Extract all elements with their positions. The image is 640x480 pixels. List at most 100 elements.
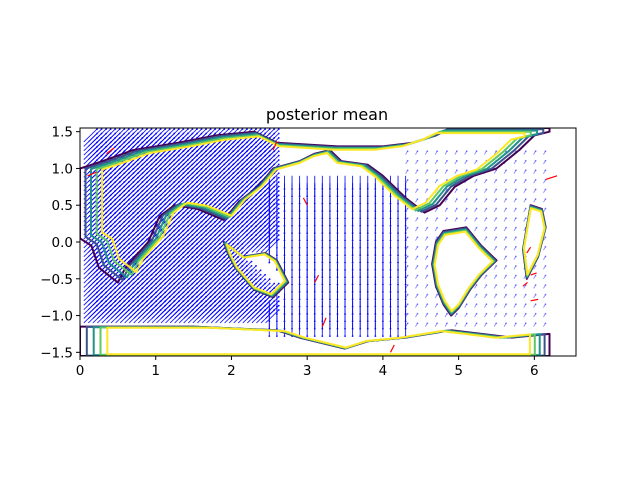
quiver-arrowhead	[374, 232, 377, 235]
quiver-arrowhead	[495, 265, 498, 267]
quiver-arrowhead	[397, 246, 399, 249]
quiver-arrowhead	[328, 283, 331, 286]
quiver-arrowhead	[374, 261, 377, 264]
quiver-arrowhead	[328, 232, 331, 235]
quiver-arrowhead	[465, 169, 468, 172]
quiver-arrowhead	[426, 303, 429, 306]
quiver-arrowhead	[406, 226, 409, 229]
quiver-arrowhead	[436, 178, 439, 181]
quiver-arrowhead	[397, 298, 399, 301]
quiver-arrowhead	[416, 303, 419, 306]
y-tick-label: −1.5	[40, 345, 73, 361]
quiver-arrowhead	[397, 261, 399, 264]
quiver-arrowhead	[475, 303, 478, 306]
quiver-arrowhead	[397, 335, 399, 338]
quiver-arrowhead	[141, 128, 144, 131]
quiver-arrowhead	[283, 217, 286, 220]
quiver-arrowhead	[328, 276, 331, 279]
quiver-arrowhead	[436, 303, 439, 306]
quiver-arrowhead	[283, 246, 286, 249]
quiver-arrowhead	[515, 188, 517, 191]
quiver-arrowhead	[524, 169, 527, 172]
quiver-arrowhead	[191, 128, 194, 131]
quiver-arrowhead	[446, 207, 448, 210]
quiver-arrowhead	[359, 210, 362, 213]
quiver-arrowhead	[397, 269, 399, 271]
quiver-arrowhead	[344, 320, 346, 323]
quiver-arrowhead	[485, 207, 488, 210]
quiver-arrowhead	[298, 283, 301, 286]
quiver-arrowhead	[359, 327, 362, 330]
quiver-arrowhead	[313, 232, 316, 235]
quiver-arrowhead	[475, 178, 478, 181]
quiver-arrowhead	[406, 188, 409, 191]
x-tick-label: 6	[530, 363, 539, 379]
quiver-arrowhead	[389, 291, 392, 293]
quiver-arrowhead	[313, 195, 316, 198]
quiver-arrowhead	[275, 246, 278, 249]
quiver-arrowhead	[264, 273, 267, 276]
quiver-arrowhead	[366, 291, 369, 293]
quiver-arrowhead	[321, 224, 324, 227]
quiver-arrowhead	[321, 269, 324, 271]
quiver-arrowhead	[515, 236, 517, 239]
quiver-arrowhead	[328, 195, 331, 198]
quiver-arrowhead	[328, 224, 331, 227]
quiver-arrowhead	[389, 202, 392, 205]
quiver-arrowhead	[416, 274, 419, 277]
quiver-arrowhead	[313, 239, 316, 242]
quiver-arrowhead	[344, 217, 346, 220]
quiver-arrowhead	[96, 128, 98, 131]
quiver-field	[83, 128, 547, 338]
quiver-arrowhead	[416, 188, 419, 191]
quiver-arrowhead	[277, 238, 280, 241]
quiver-arrowhead	[382, 261, 384, 264]
quiver-arrowhead	[382, 327, 384, 330]
quiver-arrowhead	[416, 255, 419, 258]
quiver-arrowhead	[495, 322, 498, 325]
quiver-arrowhead	[416, 178, 419, 181]
quiver-arrowhead	[298, 261, 301, 264]
quiver-arrowhead	[366, 232, 369, 235]
quiver-arrowhead	[382, 305, 384, 308]
quiver-arrowhead	[544, 159, 547, 162]
quiver-arrowhead	[455, 312, 458, 315]
quiver-arrowhead	[291, 291, 293, 293]
quiver-arrowhead	[374, 202, 377, 205]
quiver-arrowhead	[336, 210, 339, 213]
quiver-arrowhead	[524, 159, 527, 162]
quiver-arrowhead	[291, 246, 293, 249]
quiver-arrowhead	[366, 239, 369, 242]
quiver-arrowhead	[366, 313, 369, 315]
quiver-arrowhead	[283, 224, 286, 227]
quiver-arrowhead	[382, 313, 384, 315]
quiver-arrowhead	[268, 320, 271, 323]
quiver-arrowhead	[359, 239, 362, 242]
quiver-arrowhead	[382, 217, 384, 220]
quiver-arrowhead	[366, 210, 369, 213]
quiver-arrowhead	[277, 300, 280, 303]
chart-title: posterior mean	[266, 105, 388, 124]
quiver-arrowhead	[306, 232, 309, 235]
quiver-arrowhead	[534, 159, 537, 162]
quiver-arrowhead	[485, 178, 488, 181]
quiver-arrowhead	[336, 320, 339, 323]
quiver-arrowhead	[366, 224, 369, 227]
quiver-arrowhead	[374, 269, 377, 271]
quiver-arrowhead	[123, 128, 126, 131]
quiver-arrowhead	[406, 217, 409, 219]
quiver-arrowhead	[416, 284, 419, 286]
x-tick-label: 2	[227, 363, 236, 379]
quiver-arrowhead	[544, 284, 547, 286]
quiver-arrowhead	[328, 188, 331, 190]
quiver-arrowhead	[485, 236, 488, 239]
quiver-arrowhead	[404, 217, 407, 220]
quiver-arrowhead	[351, 254, 354, 257]
quiver-arrowhead	[534, 265, 537, 267]
quiver-arrowhead	[366, 335, 369, 338]
quiver-arrowhead	[524, 188, 527, 191]
quiver-arrowhead	[277, 137, 280, 139]
quiver-arrowhead	[475, 207, 478, 210]
quiver-arrowhead	[397, 320, 399, 323]
quiver-arrowhead	[426, 255, 429, 258]
